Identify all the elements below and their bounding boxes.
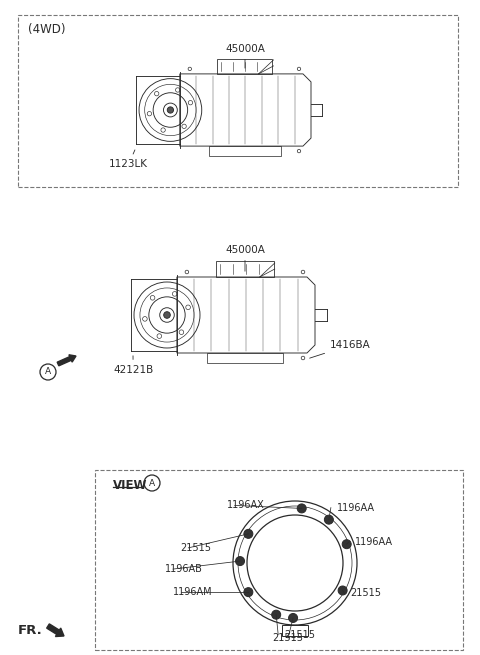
Circle shape: [244, 588, 253, 597]
Text: 21515: 21515: [273, 633, 303, 643]
Circle shape: [179, 330, 184, 335]
Text: 21515: 21515: [180, 543, 211, 553]
Circle shape: [161, 128, 165, 132]
Circle shape: [176, 88, 180, 92]
Circle shape: [188, 100, 192, 105]
Circle shape: [297, 504, 306, 513]
Circle shape: [186, 305, 191, 310]
Bar: [209, 146, 281, 156]
Circle shape: [172, 291, 177, 296]
FancyArrow shape: [47, 624, 64, 637]
FancyArrow shape: [57, 355, 76, 366]
Bar: [207, 353, 283, 363]
Circle shape: [185, 271, 189, 274]
Text: 21515: 21515: [284, 629, 315, 640]
Circle shape: [342, 540, 351, 549]
Text: 1416BA: 1416BA: [310, 340, 371, 358]
Circle shape: [297, 67, 300, 71]
Circle shape: [288, 614, 298, 622]
Text: (4WD): (4WD): [28, 23, 65, 36]
Text: VIEW: VIEW: [113, 479, 147, 492]
Circle shape: [143, 316, 147, 321]
Text: 1123LK: 1123LK: [109, 150, 148, 170]
Text: 45000A: 45000A: [225, 44, 265, 68]
Text: 1196AX: 1196AX: [227, 500, 264, 510]
Text: 21515: 21515: [350, 588, 382, 599]
Circle shape: [157, 334, 162, 339]
Bar: [216, 261, 274, 277]
Text: 1196AM: 1196AM: [173, 587, 213, 597]
Circle shape: [155, 92, 159, 96]
Text: 1196AA: 1196AA: [337, 502, 375, 513]
Circle shape: [297, 149, 300, 153]
Circle shape: [324, 515, 334, 524]
Text: 45000A: 45000A: [225, 245, 265, 271]
Text: A: A: [149, 479, 155, 487]
Circle shape: [236, 557, 244, 565]
Circle shape: [147, 111, 152, 116]
Circle shape: [167, 107, 174, 113]
Bar: [216, 59, 272, 74]
Circle shape: [244, 529, 253, 538]
Circle shape: [301, 271, 305, 274]
Bar: [282, 625, 308, 636]
Circle shape: [188, 67, 192, 71]
Circle shape: [338, 586, 347, 595]
Circle shape: [150, 295, 155, 300]
Text: FR.: FR.: [18, 624, 43, 637]
Bar: [18, 15, 458, 187]
Text: 1196AA: 1196AA: [355, 537, 393, 547]
Circle shape: [301, 356, 305, 360]
Bar: [95, 470, 463, 650]
Circle shape: [272, 610, 281, 619]
Text: 1196AB: 1196AB: [165, 564, 203, 574]
Circle shape: [164, 312, 170, 318]
Text: 42121B: 42121B: [113, 356, 153, 375]
Circle shape: [182, 124, 186, 128]
Text: A: A: [45, 367, 51, 377]
